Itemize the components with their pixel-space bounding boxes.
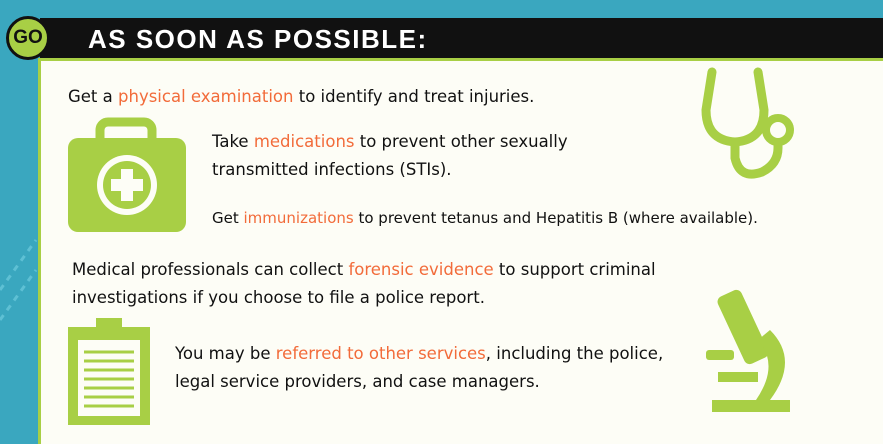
header-bar: [40, 18, 883, 58]
highlight: medications: [253, 132, 355, 151]
text: You may be: [175, 344, 276, 363]
stethoscope-icon: [701, 67, 783, 179]
text: to support criminal investigations if yo…: [72, 260, 656, 307]
medkit-icon: [68, 117, 186, 232]
highlight: referred to other services: [275, 344, 486, 363]
text: Medical professionals can collect: [72, 260, 349, 279]
text: to prevent tetanus and Hepatitis B (wher…: [353, 209, 758, 227]
text: Get a: [68, 87, 119, 106]
highlight: forensic evidence: [348, 260, 494, 279]
microscope-icon: [706, 289, 790, 412]
stethoscope-chest: [762, 114, 794, 146]
text: to identify and treat injuries.: [293, 87, 535, 106]
decor: [0, 239, 38, 321]
text: Get: [212, 209, 244, 227]
item-text: Medical professionals can collect forens…: [72, 256, 672, 312]
highlight: immunizations: [243, 209, 354, 227]
item-text: Get a physical examination to identify a…: [68, 83, 534, 111]
highlight: physical examination: [118, 87, 294, 106]
header-title: AS SOON AS POSSIBLE:: [88, 24, 428, 54]
text: , including the police, legal service pr…: [175, 344, 664, 391]
item-text: You may be referred to other services, i…: [175, 340, 675, 396]
text: Take: [212, 132, 254, 151]
item-text: Get immunizations to prevent tetanus and…: [212, 204, 758, 232]
item-text: Take medications to prevent other sexual…: [212, 128, 652, 184]
clipboard-icon: [68, 318, 150, 425]
text: to prevent other sexually transmitted in…: [212, 132, 568, 179]
go-badge: GO: [6, 16, 50, 60]
